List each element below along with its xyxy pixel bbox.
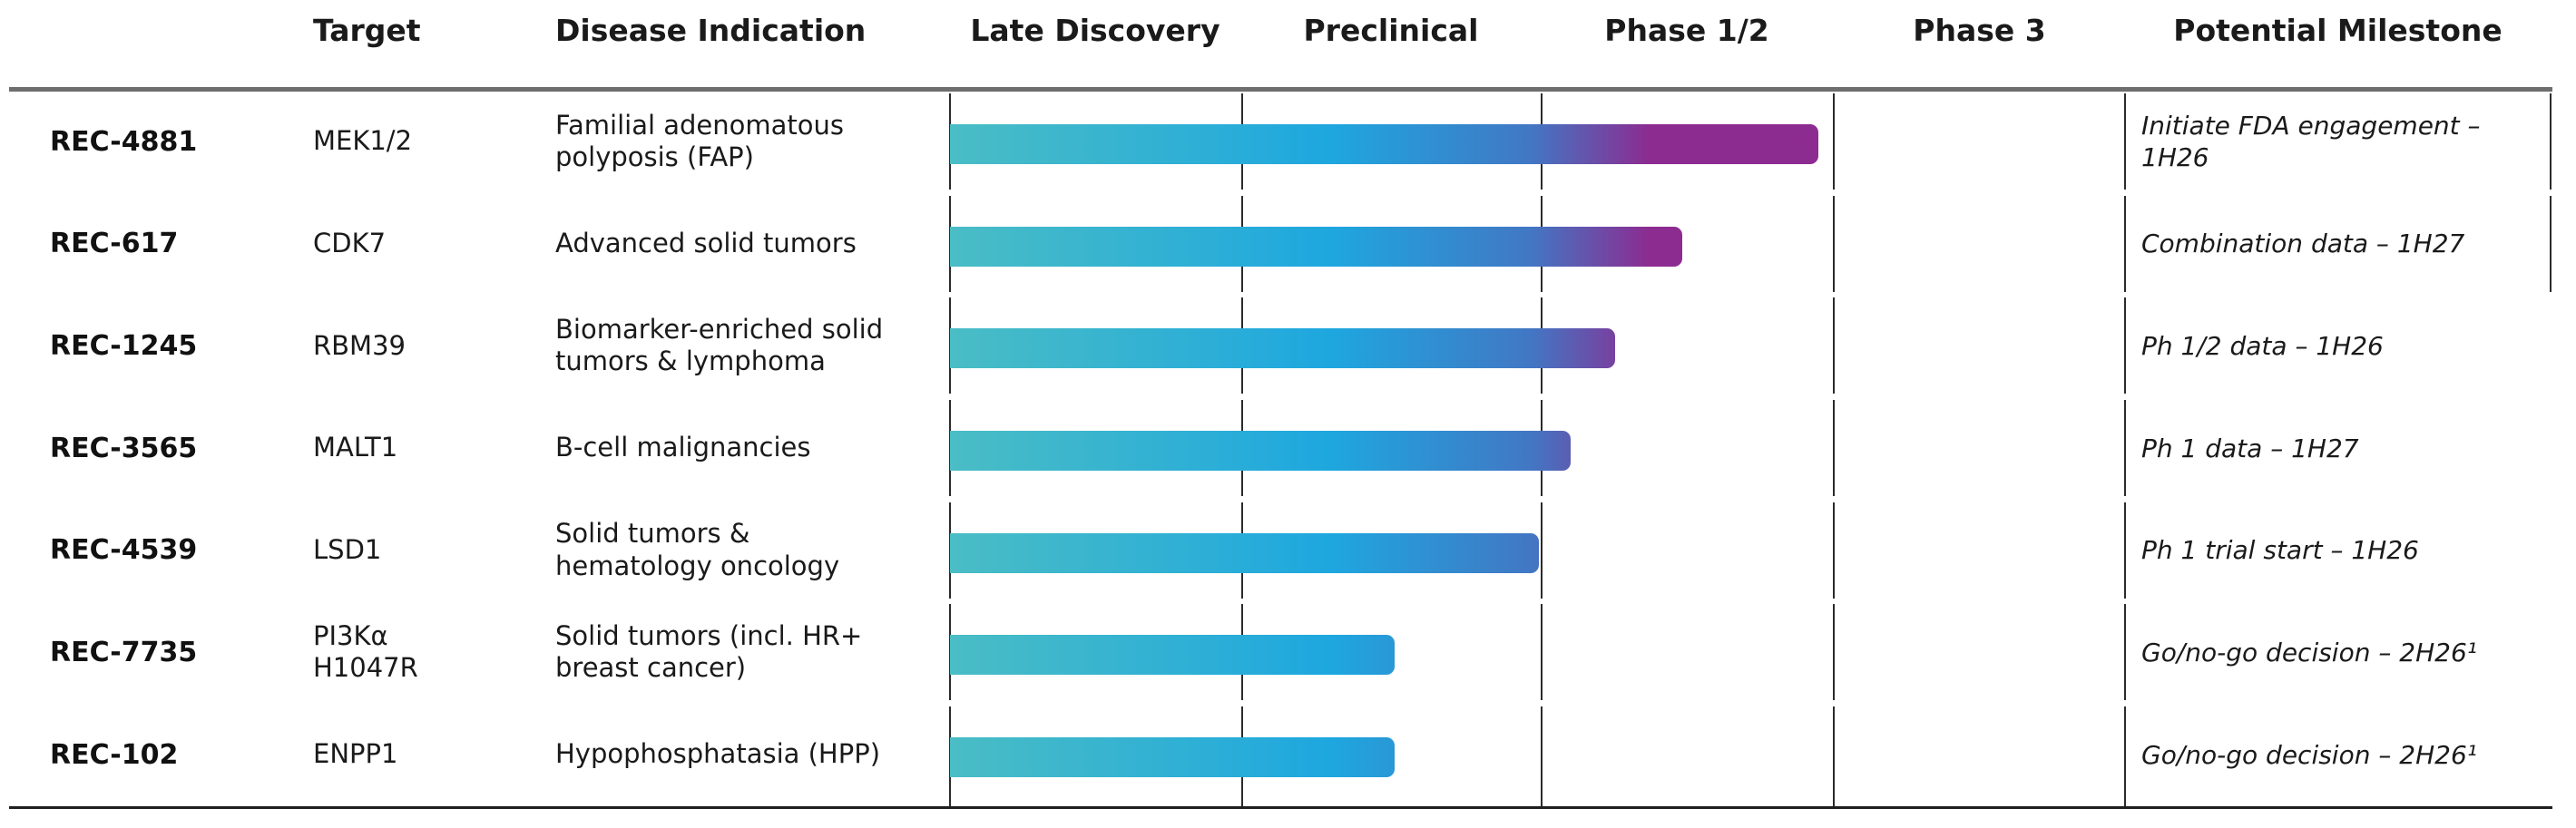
program-name: REC-7735 (50, 636, 198, 668)
pipeline-progress-bar (950, 328, 1615, 369)
header-row: Target Disease Indication Late Discovery… (0, 0, 2576, 89)
stage-track (949, 400, 2126, 497)
stage-track (949, 93, 2126, 190)
stage-track (949, 297, 2126, 395)
table-row: REC-4881 MEK1/2 Familial adenomatous pol… (0, 93, 2576, 196)
stage-track (949, 604, 2126, 701)
disease-value: Hypophosphatasia (HPP) (555, 738, 881, 770)
milestone-value: Ph 1/2 data – 1H26 (2141, 330, 2384, 361)
header-divider-line (9, 87, 2552, 92)
stage-track (949, 502, 2126, 599)
milestone-value: Combination data – 1H27 (2141, 195, 2552, 292)
stage-track (949, 195, 2126, 292)
target-value: LSD1 (313, 534, 382, 566)
disease-value: Advanced solid tumors (555, 228, 857, 258)
pipeline-progress-bar (950, 532, 1539, 573)
target-value: MALT1 (313, 432, 398, 463)
column-header-preclinical: Preclinical (1303, 13, 1479, 48)
column-header-milestone: Potential Milestone (2173, 13, 2503, 48)
target-value: ENPP1 (313, 738, 398, 770)
table-row: REC-102 ENPP1 Hypophosphatasia (HPP) Go/… (0, 706, 2576, 809)
pipeline-rows: REC-4881 MEK1/2 Familial adenomatous pol… (0, 93, 2576, 809)
pipeline-progress-bar (950, 737, 1395, 778)
table-row: REC-617 CDK7 Advanced solid tumors Combi… (0, 195, 2576, 298)
milestone-value: Go/no-go decision – 2H26¹ (2141, 739, 2477, 770)
disease-value: Solid tumors & hematology oncology (555, 518, 840, 581)
stage-track (949, 706, 2126, 809)
program-name: REC-4539 (50, 534, 198, 567)
milestone-value: Initiate FDA engagement – 1H26 (2141, 93, 2552, 190)
disease-value: Biomarker-enriched solid tumors & lympho… (555, 314, 884, 377)
program-name: REC-102 (50, 738, 179, 771)
table-row: REC-1245 RBM39 Biomarker-enriched solid … (0, 297, 2576, 400)
disease-value: B-cell malignancies (555, 432, 811, 463)
column-header-phase-3: Phase 3 (1913, 13, 2046, 48)
program-name: REC-1245 (50, 329, 198, 362)
pipeline-progress-bar (950, 226, 1682, 267)
table-row: REC-3565 MALT1 B-cell malignancies Ph 1 … (0, 400, 2576, 502)
target-value: MEK1/2 (313, 125, 413, 157)
disease-value: Familial adenomatous polyposis (FAP) (555, 109, 845, 172)
column-header-disease: Disease Indication (555, 13, 867, 48)
target-value: PI3Kα H1047R (313, 620, 418, 684)
target-value: RBM39 (313, 329, 406, 361)
program-name: REC-617 (50, 228, 179, 260)
milestone-value: Ph 1 trial start – 1H26 (2141, 535, 2419, 566)
column-header-target: Target (313, 13, 421, 48)
target-value: CDK7 (313, 228, 387, 258)
pipeline-progress-bar (950, 124, 1818, 164)
program-name: REC-3565 (50, 432, 198, 464)
milestone-value: Ph 1 data – 1H27 (2141, 433, 2359, 463)
column-header-phase-1-2: Phase 1/2 (1604, 13, 1769, 48)
program-name: REC-4881 (50, 125, 198, 158)
milestone-value: Go/no-go decision – 2H26¹ (2141, 637, 2477, 667)
pipeline-progress-bar (950, 431, 1571, 472)
pipeline-progress-bar (950, 635, 1395, 676)
table-row: REC-4539 LSD1 Solid tumors & hematology … (0, 502, 2576, 605)
column-header-late-discovery: Late Discovery (970, 13, 1220, 48)
disease-value: Solid tumors (incl. HR+ breast cancer) (555, 620, 863, 684)
table-row: REC-7735 PI3Kα H1047R Solid tumors (incl… (0, 604, 2576, 706)
bottom-divider-line (9, 806, 2552, 809)
